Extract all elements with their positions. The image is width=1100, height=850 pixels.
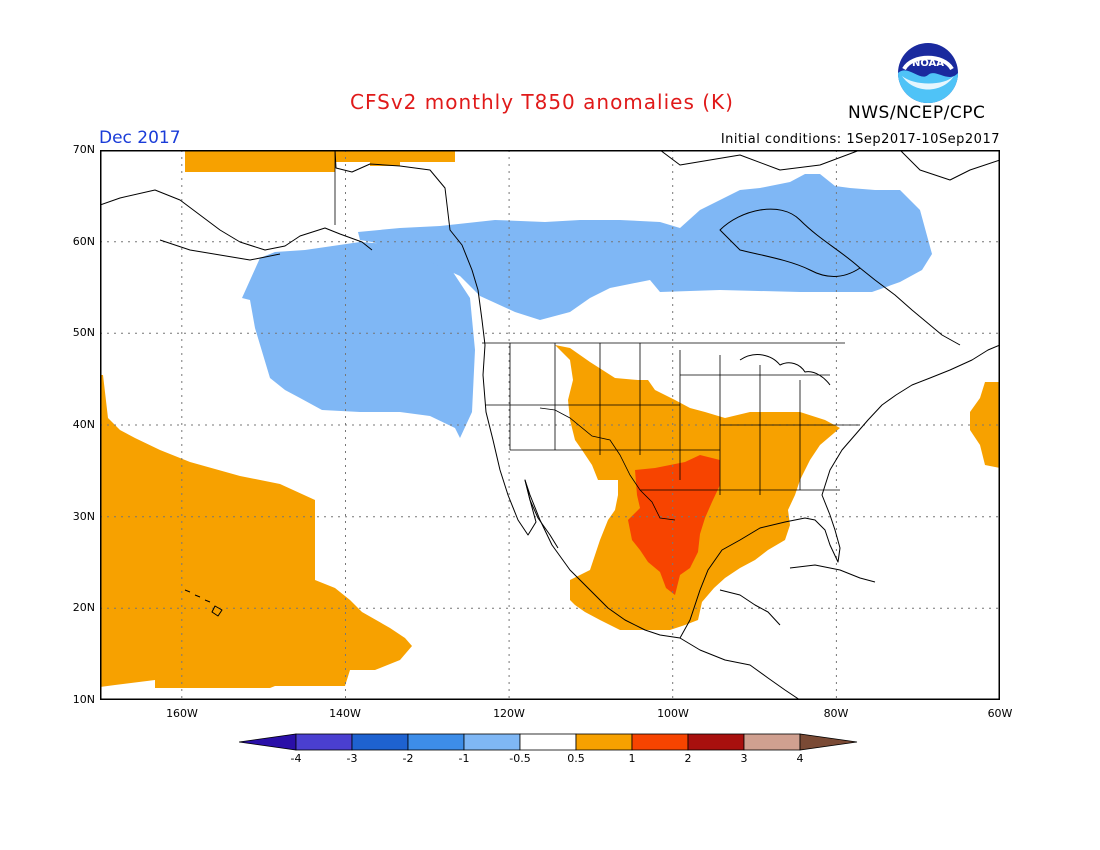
- colorbar-tick-label: -4: [290, 752, 302, 765]
- map-frame: [100, 150, 1000, 700]
- lat-label-10n: 10N: [72, 693, 95, 706]
- noaa-logo-text: NOAA: [912, 58, 944, 69]
- lon-label-60w: 60W: [987, 707, 1013, 720]
- colorbar-tick-label: 4: [796, 752, 804, 765]
- canada-negative-region: [358, 174, 932, 320]
- anomaly-map: [100, 150, 1000, 700]
- forecast-month: Dec 2017: [99, 128, 181, 148]
- lat-label-20n: 20N: [72, 601, 95, 614]
- colorbar-cell: [351, 733, 409, 751]
- map-title: CFSv2 monthly T850 anomalies (K): [350, 90, 734, 114]
- colorbar-tick-label: -2: [402, 752, 414, 765]
- colorbar-tick-label: 2: [684, 752, 692, 765]
- colorbar-tick-label: 0.5: [567, 752, 585, 765]
- north-pacific-negative-region: [242, 242, 475, 438]
- colorbar-tick-label: -1: [458, 752, 470, 765]
- colorbar-left-arrow: [239, 733, 297, 751]
- agency-label: NWS/NCEP/CPC: [848, 103, 986, 123]
- initial-conditions: Initial conditions: 1Sep2017-10Sep2017: [720, 132, 1000, 147]
- colorbar-tick-label: 1: [628, 752, 636, 765]
- colorbar-cell: [407, 733, 465, 751]
- lon-label-120w: 120W: [493, 707, 525, 720]
- lat-label-70n: 70N: [72, 143, 95, 156]
- atlantic-positive-region: [970, 382, 1000, 468]
- colorbar-cell: [519, 733, 577, 751]
- colorbar-right-arrow: [799, 733, 858, 751]
- coastlines: [100, 150, 1000, 700]
- arctic-positive-region: [185, 150, 455, 172]
- lon-label-80w: 80W: [823, 707, 849, 720]
- colorbar-cell: [463, 733, 521, 751]
- colorbar-tick-label: -0.5: [509, 752, 531, 765]
- noaa-logo: NOAA: [898, 43, 958, 103]
- lon-label-160w: 160W: [166, 707, 198, 720]
- colorbar-cell: [575, 733, 633, 751]
- colorbar-tick-label: 3: [740, 752, 748, 765]
- lat-label-30n: 30N: [72, 510, 95, 523]
- lon-label-140w: 140W: [329, 707, 361, 720]
- colorbar-tick-label: -3: [346, 752, 358, 765]
- colorbar-cell: [631, 733, 689, 751]
- lat-label-50n: 50N: [72, 326, 95, 339]
- colorbar-cell: [295, 733, 353, 751]
- lon-label-100w: 100W: [657, 707, 689, 720]
- grid-lines: [100, 150, 1000, 700]
- colorbar-cell: [743, 733, 801, 751]
- lat-label-60n: 60N: [72, 235, 95, 248]
- central-pacific-positive-region: [100, 375, 412, 688]
- colorbar-cell: [687, 733, 745, 751]
- colorbar: [239, 733, 858, 751]
- political-borders: [334, 150, 860, 521]
- lat-label-40n: 40N: [72, 418, 95, 431]
